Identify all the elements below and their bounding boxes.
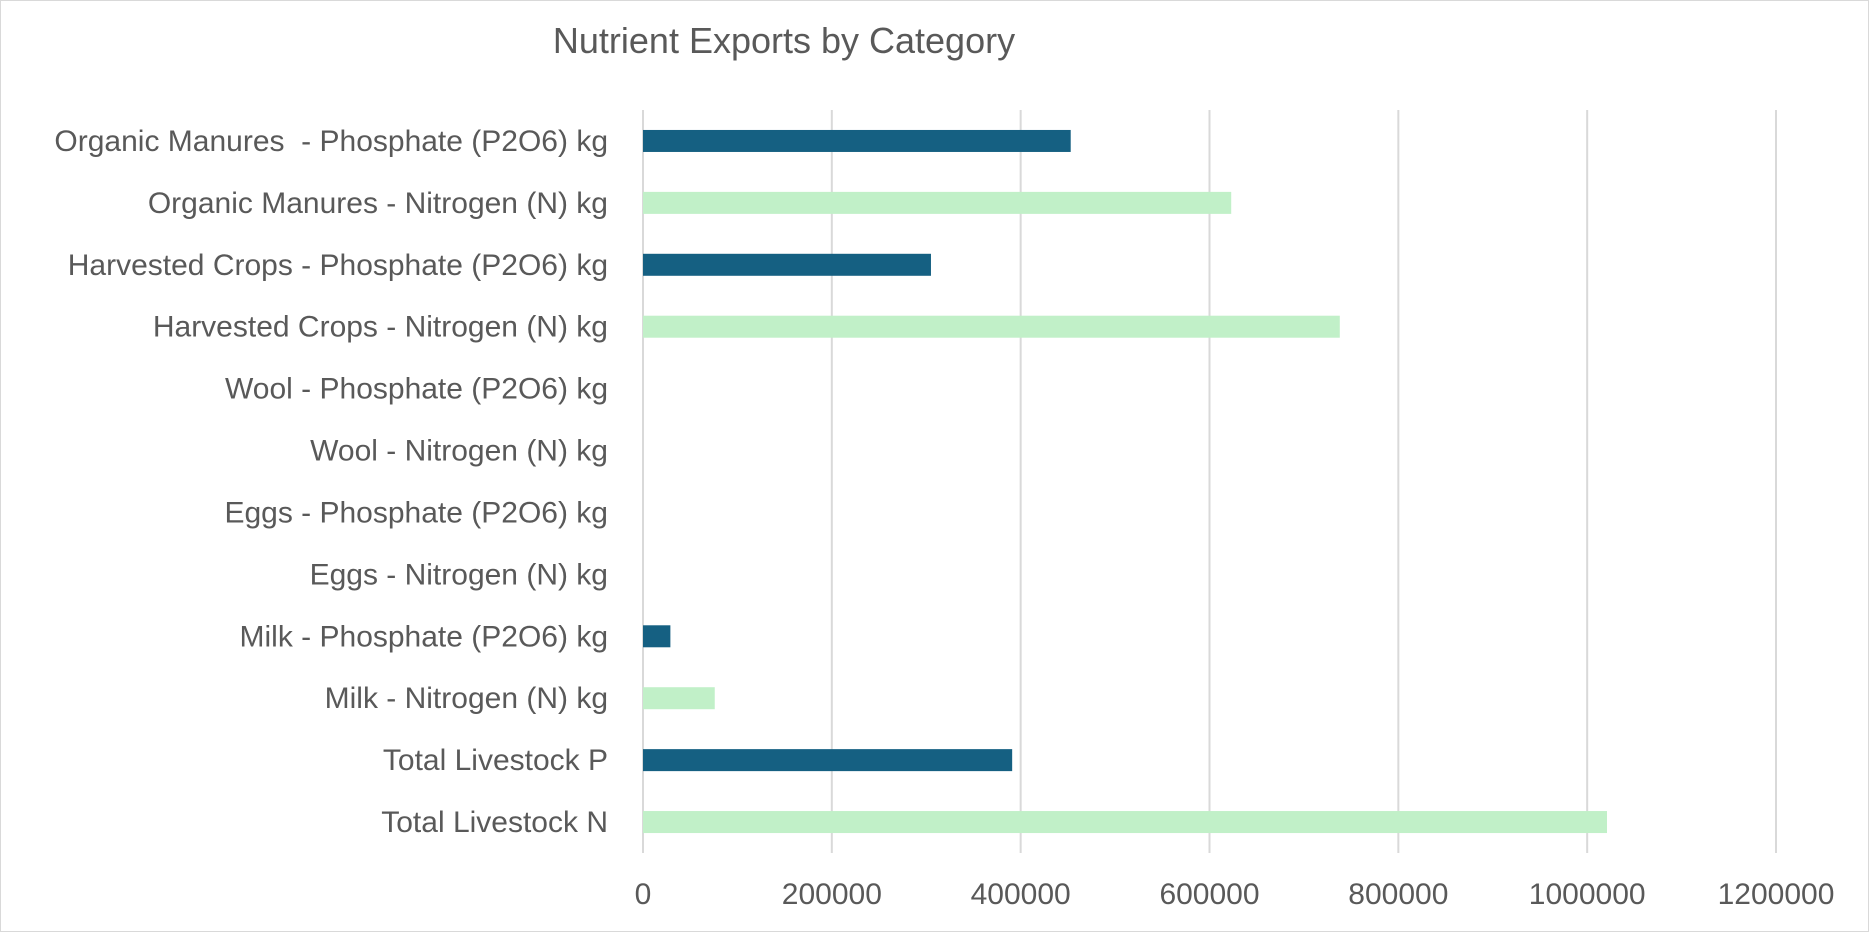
bar [643,811,1607,834]
category-label: Eggs - Nitrogen (N) kg [310,558,608,591]
category-labels: Organic Manures - Phosphate (P2O6) kg Org… [54,125,608,839]
x-tick-label: 200000 [782,878,882,911]
bar [643,687,715,710]
gridlines [642,110,1777,853]
x-tick-label: 0 [635,878,652,911]
bar [643,253,931,276]
x-tick-label: 800000 [1348,878,1448,911]
category-label: Eggs - Phosphate (P2O6) kg [224,496,608,529]
category-label: Harvested Crops - Nitrogen (N) kg [153,311,608,344]
category-label: Organic Manures - Nitrogen (N) kg [148,187,608,220]
category-label: Total Livestock P [383,744,608,777]
category-label: Organic Manures - Phosphate (P2O6) kg [54,125,608,158]
bar [643,625,671,648]
chart-title: Nutrient Exports by Category [553,20,1015,61]
bar [643,749,1013,772]
category-label: Wool - Nitrogen (N) kg [310,435,608,468]
bar [643,191,1232,214]
category-label: Harvested Crops - Phosphate (P2O6) kg [68,249,608,282]
x-tick-label: 600000 [1159,878,1259,911]
x-axis-tick-labels: 0 200000 400000 600000 800000 1000000 1200000 [635,878,1835,911]
category-label: Milk - Phosphate (P2O6) kg [240,620,608,653]
category-label: Wool - Phosphate (P2O6) kg [225,373,608,406]
x-tick-label: 400000 [971,878,1071,911]
category-label: Total Livestock N [381,806,608,839]
x-tick-label: 1200000 [1718,878,1835,911]
bar [643,315,1340,338]
category-label: Milk - Nitrogen (N) kg [325,682,608,715]
bar [643,129,1071,152]
x-tick-label: 1000000 [1529,878,1646,911]
bars [643,129,1607,834]
